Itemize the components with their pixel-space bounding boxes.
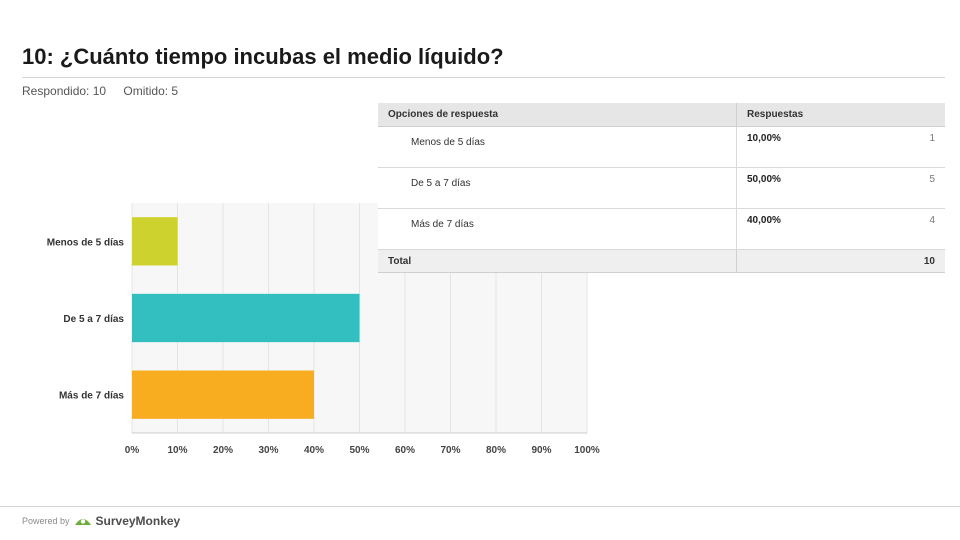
x-tick-label: 90% [531, 445, 551, 456]
header-options: Opciones de respuesta [378, 103, 737, 127]
bar [132, 293, 360, 343]
x-tick-label: 70% [440, 445, 460, 456]
page-title: 10: ¿Cuánto tiempo incubas el medio líqu… [22, 44, 504, 69]
row-option: Menos de 5 días [378, 126, 737, 168]
total-label: Total [378, 249, 737, 273]
row-count: 5 [929, 174, 935, 185]
x-tick-label: 40% [304, 445, 324, 456]
answered-count: Respondido: 10 [22, 84, 107, 98]
footer-divider [0, 506, 960, 507]
row-percent: 50,00% [747, 174, 781, 185]
brand-name: SurveyMonkey [95, 514, 181, 528]
row-count: 1 [929, 133, 935, 144]
bar [132, 217, 178, 266]
total-value: 10 [736, 249, 945, 273]
category-label: Más de 7 días [59, 391, 124, 402]
row-percent: 10,00% [747, 133, 781, 144]
table-row: De 5 a 7 días 50,00% 5 [378, 167, 945, 209]
title-divider [22, 77, 945, 78]
x-tick-label: 10% [167, 445, 187, 456]
powered-by-text: Powered by [22, 516, 70, 526]
bar [132, 370, 314, 419]
header-responses: Respuestas [736, 103, 945, 127]
footer: Powered by SurveyMonkey [22, 514, 180, 528]
table-row: Menos de 5 días 10,00% 1 [378, 126, 945, 168]
x-tick-label: 100% [574, 445, 600, 456]
results-table: Opciones de respuesta Respuestas Menos d… [378, 103, 945, 273]
surveymonkey-logo-icon [74, 519, 91, 525]
row-response: 40,00% 4 [736, 208, 945, 250]
row-response: 10,00% 1 [736, 126, 945, 168]
skipped-count: Omitido: 5 [123, 84, 179, 98]
response-stats: Respondido: 10 Omitido: 5 [22, 84, 192, 98]
row-option: De 5 a 7 días [378, 167, 737, 209]
table-total-row: Total 10 [378, 249, 945, 273]
x-tick-label: 30% [258, 445, 278, 456]
category-label: Menos de 5 días [47, 237, 125, 248]
table-row: Más de 7 días 40,00% 4 [378, 208, 945, 250]
x-tick-label: 80% [486, 445, 506, 456]
x-tick-label: 20% [213, 445, 233, 456]
table-header-row: Opciones de respuesta Respuestas [378, 103, 945, 127]
row-percent: 40,00% [747, 215, 781, 226]
row-option: Más de 7 días [378, 208, 737, 250]
x-tick-label: 0% [125, 445, 140, 456]
x-tick-label: 60% [395, 445, 415, 456]
x-tick-label: 50% [349, 445, 369, 456]
category-label: De 5 a 7 días [63, 314, 124, 325]
row-response: 50,00% 5 [736, 167, 945, 209]
row-count: 4 [929, 215, 935, 226]
